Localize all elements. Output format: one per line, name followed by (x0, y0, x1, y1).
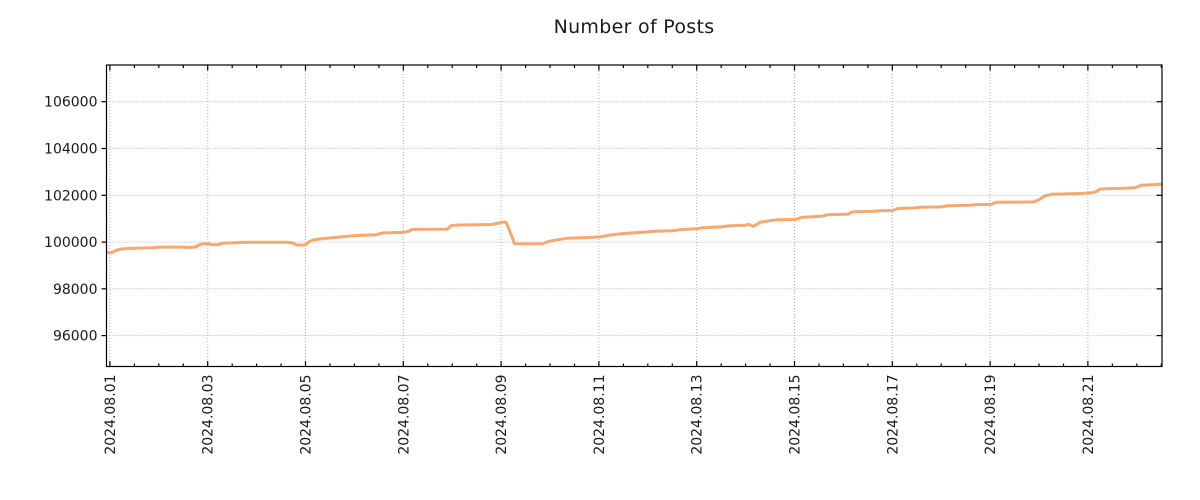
y-tick-label: 106000 (44, 95, 97, 111)
x-tick-label: 2024.08.19 (983, 375, 999, 455)
x-tick-label: 2024.08.07 (396, 375, 412, 455)
y-tick-label: 102000 (44, 188, 97, 204)
y-tick-label: 98000 (53, 282, 98, 298)
x-tick-label: 2024.08.17 (885, 375, 901, 455)
y-tick-label: 100000 (44, 235, 97, 251)
x-tick-label: 2024.08.11 (592, 375, 608, 455)
chart-title: Number of Posts (553, 16, 715, 38)
x-tick-label: 2024.08.21 (1081, 375, 1097, 455)
y-tick-label: 104000 (44, 142, 97, 158)
y-tick-label: 96000 (53, 329, 98, 345)
x-tick-label: 2024.08.15 (788, 375, 804, 455)
series-line-number-of-posts (106, 182, 1162, 254)
x-tick-label: 2024.08.09 (494, 374, 510, 454)
x-tick-label: 2024.08.01 (103, 375, 119, 455)
x-tick-label: 2024.08.13 (690, 375, 706, 455)
plot-border (105, 64, 1163, 368)
x-tick-label: 2024.08.03 (201, 375, 217, 455)
x-tick-label: 2024.08.05 (299, 375, 315, 455)
